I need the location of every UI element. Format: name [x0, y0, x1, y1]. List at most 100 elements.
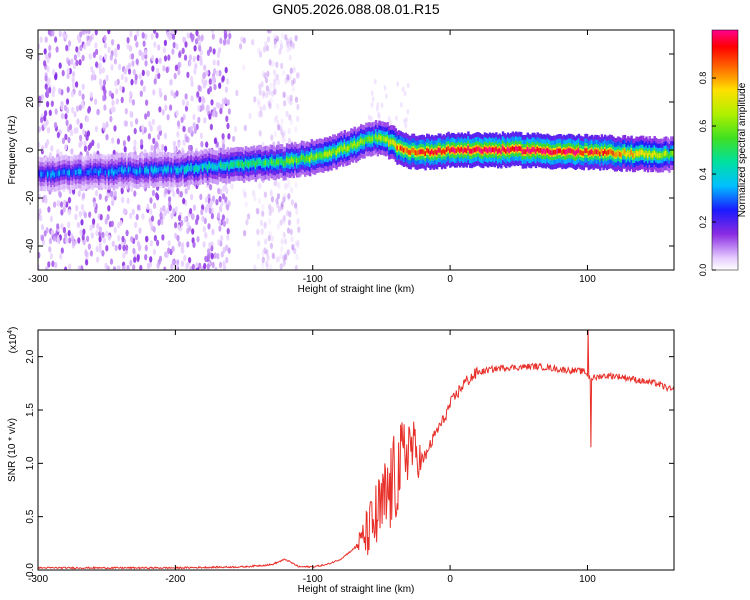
noise-speckle [121, 235, 125, 243]
ridge-cell [305, 155, 309, 161]
ridge-cell [360, 138, 363, 144]
noise-speckle [163, 94, 167, 102]
ridge-cell [229, 162, 233, 167]
noise-speckle [184, 93, 188, 100]
noise-speckle [190, 75, 194, 83]
noise-speckle [287, 219, 292, 226]
ridge-cell [424, 151, 427, 156]
noise-speckle [94, 98, 98, 105]
noise-speckle [46, 88, 50, 95]
ridge-cell [251, 160, 254, 166]
noise-speckle [287, 194, 291, 202]
ridge-cell [500, 149, 503, 155]
noise-speckle [187, 183, 191, 191]
ridge-cell [61, 169, 65, 175]
noise-speckle [48, 44, 52, 52]
noise-speckle [43, 230, 47, 237]
noise-speckle [371, 96, 375, 102]
noise-speckle [46, 127, 51, 134]
noise-speckle [261, 258, 265, 265]
ridge-cell [159, 166, 162, 172]
ridge-cell [493, 148, 496, 153]
noise-speckle [296, 115, 300, 123]
noise-speckle [262, 104, 266, 111]
noise-speckle [266, 70, 270, 78]
noise-speckle [273, 33, 277, 40]
noise-speckle [197, 84, 201, 92]
x-tick-label: -300 [28, 274, 48, 285]
noise-speckle [281, 131, 285, 139]
noise-speckle [135, 118, 139, 125]
ridge-cell [190, 164, 193, 170]
noise-speckle [133, 190, 137, 197]
noise-speckle [184, 41, 188, 48]
noise-speckle [276, 78, 280, 86]
ridge-cell [402, 147, 406, 153]
noise-speckle [86, 115, 90, 123]
ridge-cell [605, 150, 609, 156]
noise-speckle [51, 260, 55, 267]
noise-speckle [145, 99, 149, 106]
noise-speckle [109, 258, 114, 265]
ridge-cell [439, 147, 442, 153]
noise-speckle [265, 260, 269, 268]
noise-speckle [98, 62, 102, 69]
noise-speckle [212, 110, 216, 118]
ridge-cell [473, 147, 477, 153]
noise-speckle [291, 42, 295, 49]
noise-speckle [107, 205, 111, 212]
noise-speckle [190, 193, 194, 201]
noise-speckle [152, 226, 156, 233]
noise-speckle [81, 234, 85, 241]
noise-speckle [259, 111, 263, 118]
ridge-cell [520, 146, 523, 152]
noise-speckle [50, 145, 54, 152]
noise-speckle [134, 221, 138, 229]
ridge-cell [60, 170, 63, 176]
noise-speckle [216, 59, 220, 67]
noise-speckle [287, 181, 291, 188]
noise-speckle [43, 60, 47, 67]
noise-speckle [289, 118, 294, 126]
noise-speckle [153, 41, 157, 48]
noise-speckle [58, 30, 62, 37]
ridge-cell [393, 140, 396, 145]
ridge-cell [450, 147, 454, 153]
ridge-cell [129, 166, 132, 172]
noise-speckle [82, 192, 86, 199]
ridge-cell [577, 148, 581, 153]
ridge-cell [394, 142, 398, 148]
ridge-cell [404, 147, 407, 152]
noise-speckle [168, 204, 172, 212]
noise-speckle [226, 78, 230, 85]
ridge-cell [185, 167, 188, 172]
x-tick-label: 100 [579, 274, 596, 285]
noise-speckle [215, 70, 220, 77]
ridge-cell [322, 153, 325, 159]
ridge-cell [386, 136, 389, 142]
noise-speckle [157, 72, 161, 80]
noise-speckle [73, 54, 77, 61]
noise-speckle [181, 242, 185, 249]
y-tick-label: 0.5 [25, 509, 36, 523]
ridge-cell [315, 153, 318, 159]
noise-speckle [198, 262, 202, 269]
ridge-cell [620, 152, 623, 158]
ridge-cell [571, 148, 574, 154]
ridge-cell [74, 170, 78, 175]
noise-speckle [82, 128, 86, 136]
colorbar-tick-label: 0.2 [698, 216, 708, 229]
noise-speckle [136, 30, 140, 37]
noise-speckle [282, 214, 286, 222]
noise-speckle [173, 145, 177, 152]
ridge-cell [554, 149, 557, 155]
noise-speckle [48, 237, 53, 245]
noise-speckle [71, 235, 75, 243]
ridge-cell [178, 168, 182, 173]
ridge-cell [452, 147, 455, 153]
noise-speckle [98, 236, 102, 243]
noise-speckle [186, 261, 190, 268]
ridge-cell [640, 150, 643, 155]
noise-speckle [240, 36, 244, 43]
ridge-cell [183, 167, 187, 173]
